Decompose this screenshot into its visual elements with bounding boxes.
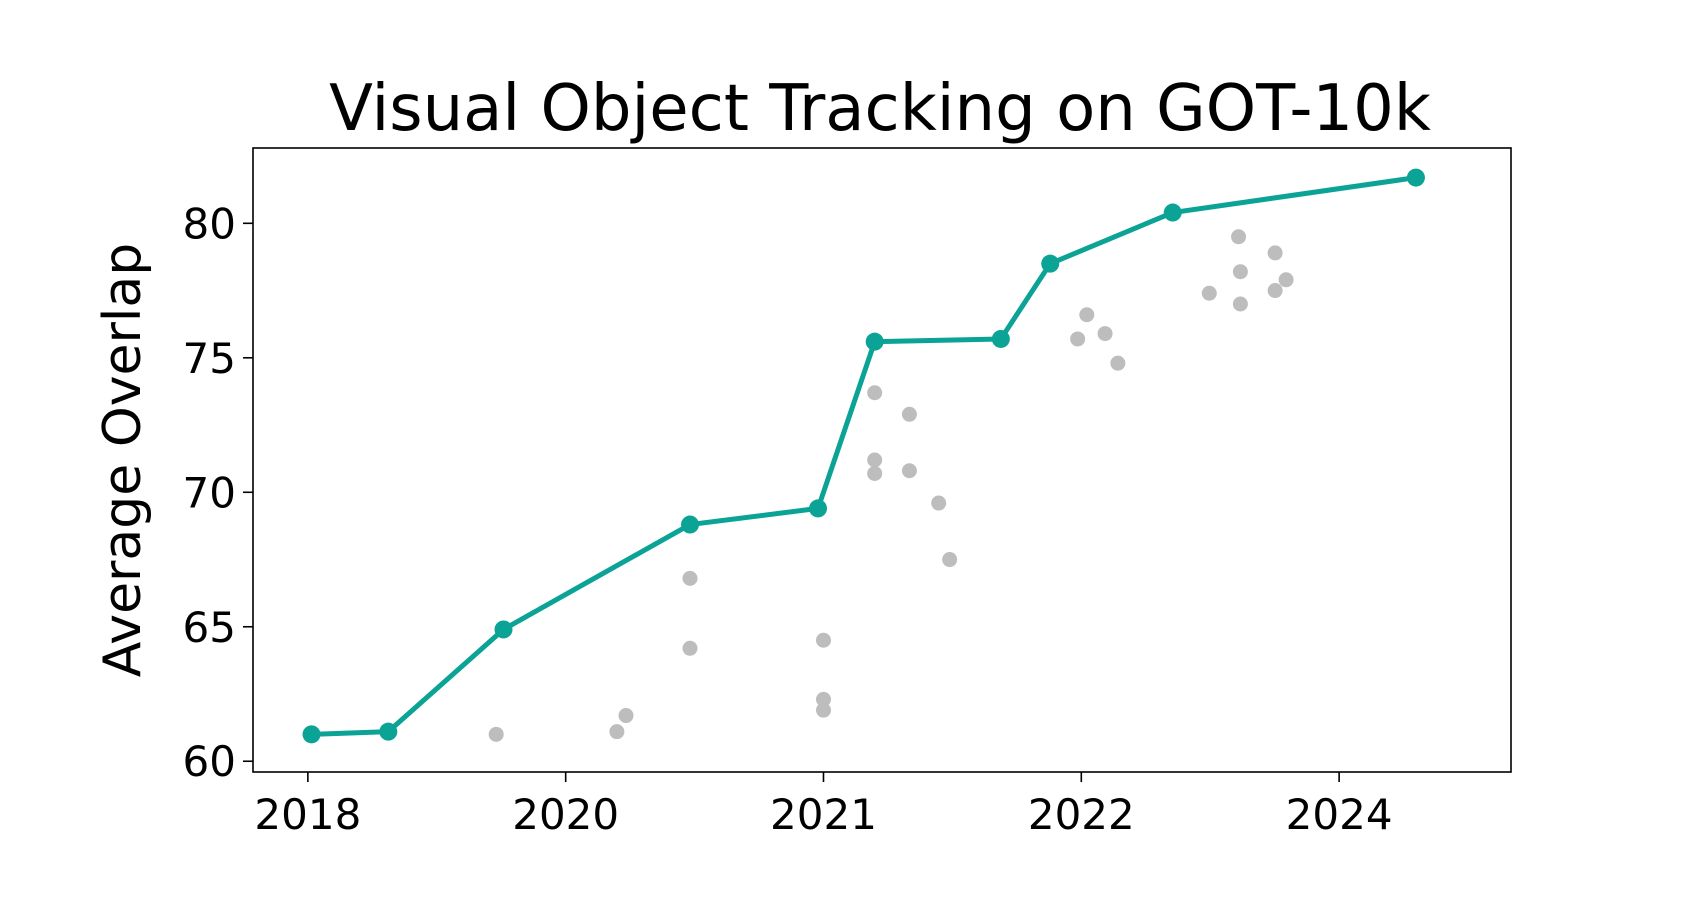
x-tick-label: 2021 xyxy=(770,790,877,839)
state-of-the-art-point xyxy=(1406,168,1425,187)
state-of-the-art-point xyxy=(681,515,700,534)
other-method-point xyxy=(1097,326,1113,342)
other-method-point xyxy=(1267,283,1283,299)
other-method-point xyxy=(1231,229,1247,245)
other-method-point xyxy=(931,495,947,511)
state-of-the-art-point xyxy=(1041,254,1060,273)
y-tick-label: 80 xyxy=(183,199,236,248)
y-tick-label: 75 xyxy=(183,334,236,383)
other-method-point xyxy=(1110,355,1126,371)
other-method-point xyxy=(682,640,698,656)
other-method-point xyxy=(867,385,883,401)
state-of-the-art-point xyxy=(1163,203,1182,222)
state-of-the-art-point xyxy=(379,722,398,741)
state-of-the-art-point xyxy=(865,332,884,351)
other-methods-series xyxy=(488,229,1294,742)
state-of-the-art-point xyxy=(809,499,828,518)
state-of-the-art-point xyxy=(991,329,1010,348)
other-method-point xyxy=(488,726,504,742)
other-method-point xyxy=(815,691,831,707)
other-method-point xyxy=(682,570,698,586)
other-method-point xyxy=(1070,331,1086,347)
other-method-point xyxy=(1201,285,1217,301)
other-method-point xyxy=(1267,245,1283,261)
other-method-point xyxy=(1232,296,1248,312)
other-method-point xyxy=(1079,307,1095,323)
other-method-point xyxy=(901,463,917,479)
state-of-the-art-point xyxy=(494,620,513,639)
other-method-point xyxy=(1278,272,1294,288)
x-axis: 2018 2020 2021 2022 2024 xyxy=(254,772,1393,839)
y-tick-label: 60 xyxy=(183,737,236,786)
chart-title: Visual Object Tracking on GOT-10k xyxy=(329,72,1431,146)
state-of-the-art-series xyxy=(302,168,1425,744)
other-method-point xyxy=(867,452,883,468)
y-axis: 60 65 70 75 80 xyxy=(183,199,253,786)
other-method-point xyxy=(867,465,883,481)
state-of-the-art-point xyxy=(302,725,321,744)
other-method-point xyxy=(815,702,831,718)
x-tick-label: 2018 xyxy=(254,790,361,839)
plot-area xyxy=(252,147,1512,773)
other-method-point xyxy=(618,708,634,724)
x-tick-label: 2024 xyxy=(1286,790,1393,839)
x-tick-label: 2022 xyxy=(1028,790,1135,839)
y-tick-label: 70 xyxy=(183,468,236,517)
y-tick-label: 65 xyxy=(183,603,236,652)
other-method-point xyxy=(815,632,831,648)
other-method-point xyxy=(609,724,625,740)
other-method-point xyxy=(942,552,958,568)
state-of-the-art-line xyxy=(311,175,1417,737)
y-axis-label: Average Overlap xyxy=(93,243,153,677)
x-tick-label: 2020 xyxy=(512,790,619,839)
other-method-point xyxy=(901,406,917,422)
other-method-point xyxy=(1232,264,1248,280)
